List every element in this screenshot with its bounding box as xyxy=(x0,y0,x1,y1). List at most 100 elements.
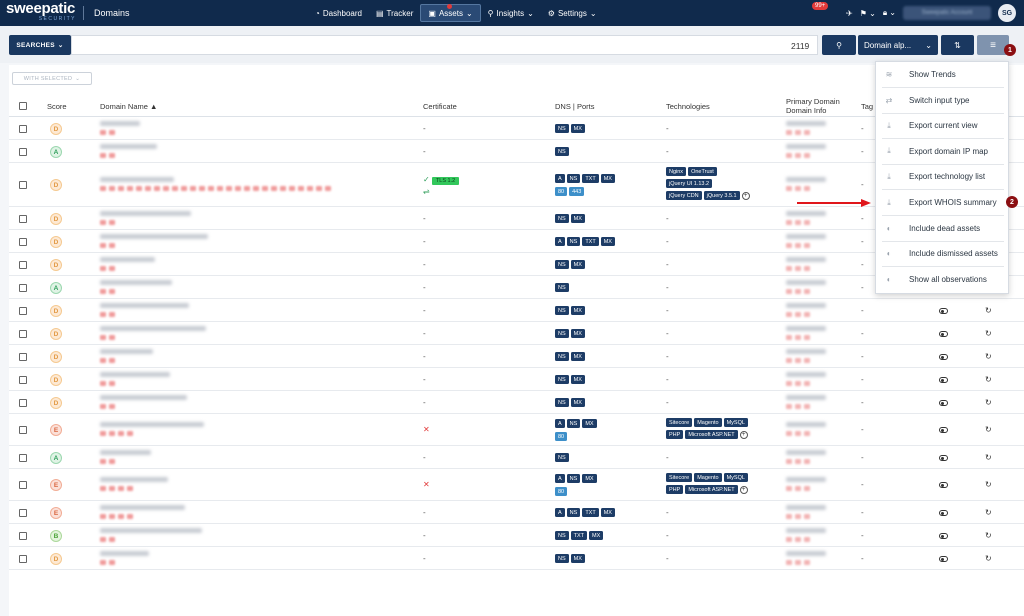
table-row[interactable]: E ✕ A NS MX 80 Sitecore Magento MySQL PHP Microsof… xyxy=(9,469,1024,501)
dismiss-toggle-icon[interactable] xyxy=(939,455,948,461)
refresh-icon[interactable]: ↻ xyxy=(985,531,992,540)
dns-tag[interactable]: NS xyxy=(566,474,581,483)
more-technologies-icon[interactable]: + xyxy=(741,191,750,200)
table-row[interactable]: A-NS--↻ xyxy=(9,276,1024,299)
domain-name-redacted[interactable] xyxy=(100,372,170,377)
row-checkbox[interactable] xyxy=(19,181,27,189)
dns-tag[interactable]: NS xyxy=(566,237,581,246)
refresh-icon[interactable]: ↻ xyxy=(985,508,992,517)
row-checkbox[interactable] xyxy=(19,307,27,315)
row-checkbox[interactable] xyxy=(19,426,27,434)
refresh-icon[interactable]: ↻ xyxy=(985,375,992,384)
technology-tag[interactable]: jQuery CDN xyxy=(666,191,702,200)
table-row[interactable]: A-NS--↻ xyxy=(9,446,1024,469)
dns-tag[interactable]: MX xyxy=(570,124,585,133)
dns-tag[interactable]: TXT xyxy=(582,174,599,183)
port-tag[interactable]: 80 xyxy=(555,487,568,496)
row-checkbox[interactable] xyxy=(19,148,27,156)
domain-name-redacted[interactable] xyxy=(100,303,189,308)
row-checkbox[interactable] xyxy=(19,261,27,269)
technology-tag[interactable]: PHP xyxy=(666,485,684,494)
dns-tag[interactable]: NS xyxy=(566,508,581,517)
technology-tag[interactable]: Sitecore xyxy=(666,473,693,482)
dns-tag[interactable]: MX xyxy=(589,531,604,540)
domain-name-redacted[interactable] xyxy=(100,505,185,510)
refresh-icon[interactable]: ↻ xyxy=(985,453,992,462)
menu-item-export-technology-list[interactable]: ⤓ Export technology list xyxy=(876,164,1010,189)
header-score[interactable]: Score xyxy=(47,102,67,111)
table-row[interactable]: A-NS--↻ xyxy=(9,140,1024,163)
row-checkbox[interactable] xyxy=(19,509,27,517)
row-checkbox[interactable] xyxy=(19,555,27,563)
broadcast-icon[interactable]: ✈ xyxy=(846,8,853,18)
header-certificate[interactable]: Certificate xyxy=(423,102,457,111)
dns-tag[interactable]: NS xyxy=(555,352,569,361)
dismiss-toggle-icon[interactable] xyxy=(939,308,948,314)
dns-tag[interactable]: MX xyxy=(600,237,615,246)
dns-tag[interactable]: NS xyxy=(555,214,569,223)
dns-tag[interactable]: MX xyxy=(570,352,585,361)
menu-item-export-current-view[interactable]: ⤓ Export current view xyxy=(876,113,1010,138)
technology-tag[interactable]: jQuery UI 1.13.2 xyxy=(666,179,713,188)
avatar[interactable]: SG xyxy=(998,4,1016,22)
dns-tag[interactable]: A xyxy=(555,174,565,183)
dismiss-toggle-icon[interactable] xyxy=(939,331,948,337)
nav-insights[interactable]: ⚲ Insights ⌄ xyxy=(481,4,541,22)
domain-name-redacted[interactable] xyxy=(100,450,151,455)
dns-tag[interactable]: NS xyxy=(566,419,581,428)
dns-tag[interactable]: NS xyxy=(555,398,569,407)
header-primary-domain[interactable]: Primary Domain xyxy=(786,97,840,106)
domain-name-redacted[interactable] xyxy=(100,326,206,331)
domain-name-redacted[interactable] xyxy=(100,280,172,285)
table-row[interactable]: B - NS TXT MX - - ↻ xyxy=(9,524,1024,547)
dns-tag[interactable]: TXT xyxy=(582,508,599,517)
technology-tag[interactable]: Nginx xyxy=(666,167,687,176)
technology-tag[interactable]: jQuery 3.5.1 xyxy=(703,191,740,200)
options-menu-button[interactable]: ≡ xyxy=(977,35,1009,55)
domain-name-redacted[interactable] xyxy=(100,395,187,400)
dismiss-toggle-icon[interactable] xyxy=(939,556,948,562)
dns-tag[interactable]: A xyxy=(555,474,565,483)
row-checkbox[interactable] xyxy=(19,454,27,462)
row-checkbox[interactable] xyxy=(19,330,27,338)
refresh-icon[interactable]: ↻ xyxy=(985,480,992,489)
dns-tag[interactable]: MX xyxy=(582,474,597,483)
searches-button[interactable]: SEARCHES ⌄ xyxy=(9,35,71,55)
dismiss-toggle-icon[interactable] xyxy=(939,533,948,539)
dns-tag[interactable]: MX xyxy=(570,554,585,563)
dns-tag[interactable]: TXT xyxy=(582,237,599,246)
nav-dashboard[interactable]: ◔ Dashboard xyxy=(308,4,369,22)
nav-assets[interactable]: ▣ Assets ⌄ xyxy=(420,4,481,22)
technology-tag[interactable]: MySQL xyxy=(723,418,748,427)
dns-tag[interactable]: NS xyxy=(555,283,569,292)
menu-item-show-all-observations[interactable]: ◐ Show all observations xyxy=(876,267,1010,292)
menu-item-switch-input-type[interactable]: ⇄ Switch input type xyxy=(876,88,1010,113)
dns-tag[interactable]: A xyxy=(555,237,565,246)
sort-dropdown[interactable]: Domain alp... ⌄ xyxy=(858,35,938,55)
nav-tracker[interactable]: ▤ Tracker xyxy=(369,4,420,22)
port-tag[interactable]: 443 xyxy=(569,187,585,196)
header-technologies[interactable]: Technologies xyxy=(666,102,710,111)
select-all-checkbox[interactable] xyxy=(19,102,27,110)
dns-tag[interactable]: NS xyxy=(555,531,569,540)
dismiss-toggle-icon[interactable] xyxy=(939,354,948,360)
row-checkbox[interactable] xyxy=(19,399,27,407)
domain-name-redacted[interactable] xyxy=(100,211,191,216)
domain-name-redacted[interactable] xyxy=(100,477,168,482)
menu-item-export-domain-ip-map[interactable]: ⤓ Export domain IP map xyxy=(876,139,1010,164)
dns-tag[interactable]: NS xyxy=(555,124,569,133)
dns-tag[interactable]: MX xyxy=(570,398,585,407)
row-checkbox[interactable] xyxy=(19,481,27,489)
row-checkbox[interactable] xyxy=(19,284,27,292)
dns-tag[interactable]: A xyxy=(555,419,565,428)
refresh-icon[interactable]: ↻ xyxy=(985,398,992,407)
header-dns-ports[interactable]: DNS | Ports xyxy=(555,102,595,111)
row-checkbox[interactable] xyxy=(19,238,27,246)
menu-item-include-dismissed-assets[interactable]: ◐ Include dismissed assets xyxy=(876,241,1010,266)
port-tag[interactable]: 80 xyxy=(555,187,568,196)
account-selector[interactable]: Sweepatic Account xyxy=(903,6,991,20)
